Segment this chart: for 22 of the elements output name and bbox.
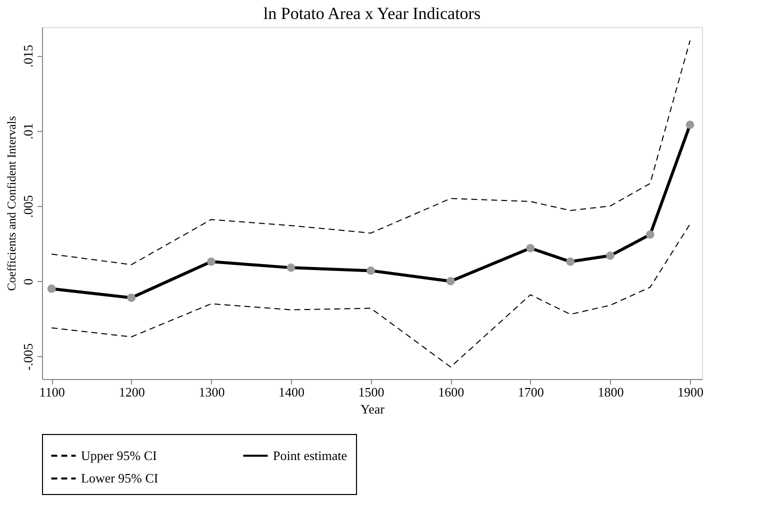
x-tick-label: 1400 (278, 384, 304, 400)
line-series (51, 224, 691, 368)
x-tick-label: 1600 (438, 384, 464, 400)
chart-title: ln Potato Area x Year Indicators (263, 4, 481, 23)
y-tick-label: .005 (20, 195, 36, 218)
legend-label: Point estimate (273, 448, 348, 463)
x-tick-label: 1900 (678, 384, 704, 400)
x-tick-label: 1100 (39, 384, 65, 400)
y-tick-label: 0 (20, 278, 36, 285)
legend-label: Lower 95% CI (81, 470, 158, 486)
line-series (51, 40, 691, 266)
x-axis-title: Year (360, 402, 386, 416)
y-tick-label: -.005 (20, 343, 36, 370)
y-axis-title: Coefficients and Confident Intervals (4, 116, 18, 291)
x-tick-label: 1700 (518, 384, 544, 400)
x-tick-label: 1200 (118, 384, 145, 400)
y-tick-label: .01 (20, 123, 36, 140)
y-tick-label: .015 (20, 44, 36, 68)
x-tick-label: 1500 (358, 384, 384, 400)
legend-label: Upper 95% CI (81, 448, 157, 463)
x-tick-label: 1800 (598, 384, 624, 400)
x-tick-label: 1300 (198, 384, 225, 400)
